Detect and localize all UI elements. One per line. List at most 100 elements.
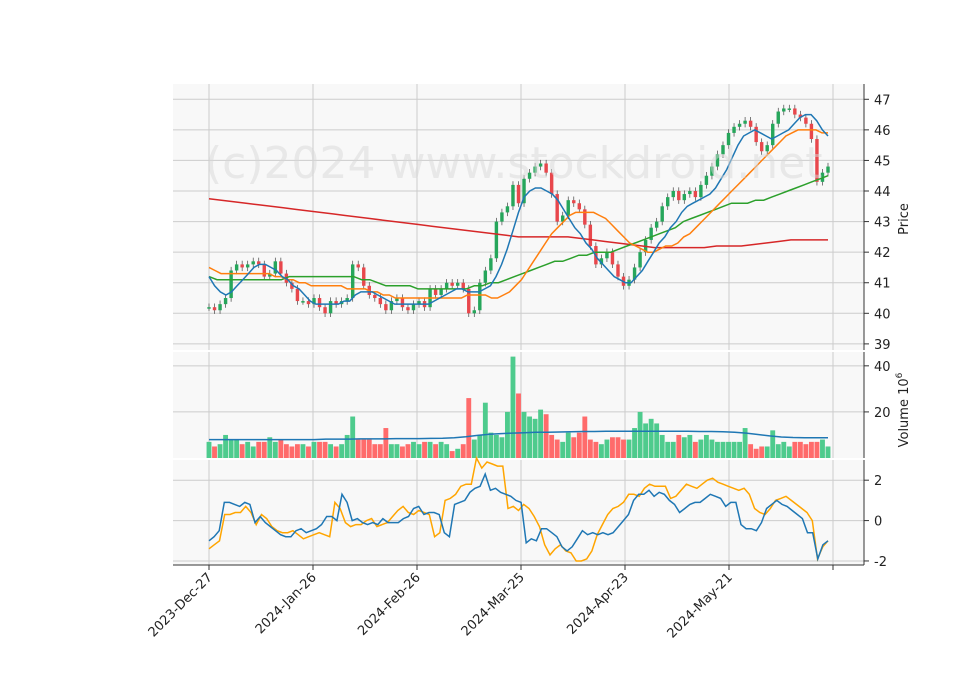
volume-bar-43 bbox=[444, 444, 450, 458]
volume-bar-57 bbox=[521, 411, 527, 458]
candle-body-83 bbox=[666, 197, 670, 207]
candle-body-105 bbox=[787, 108, 792, 110]
candle-body-71 bbox=[599, 258, 604, 265]
volume-bar-0 bbox=[206, 441, 212, 458]
volume-bar-24 bbox=[339, 444, 345, 458]
candle-body-22 bbox=[328, 301, 333, 314]
candle-body-45 bbox=[455, 282, 460, 286]
candle-body-21 bbox=[323, 307, 327, 314]
candle-body-65 bbox=[566, 200, 570, 216]
volume-bar-91 bbox=[709, 439, 715, 458]
ma-longest-line bbox=[208, 197, 828, 249]
volume-bar-82 bbox=[659, 434, 665, 458]
volume-bar-107 bbox=[797, 441, 803, 458]
candle-body-43 bbox=[444, 282, 449, 289]
volume-bar-15 bbox=[289, 446, 295, 458]
volume-bar-23 bbox=[333, 446, 339, 458]
oscillator-line-b bbox=[208, 455, 829, 562]
candle-body-86 bbox=[682, 194, 687, 201]
candle-body-112 bbox=[826, 166, 830, 173]
candle-body-41 bbox=[433, 288, 438, 295]
candle-body-48 bbox=[472, 310, 476, 314]
volume-bar-27 bbox=[355, 439, 361, 458]
candle-body-34 bbox=[395, 298, 399, 302]
volume-bar-33 bbox=[388, 444, 394, 458]
ma-short-line bbox=[208, 113, 829, 305]
candle-body-80 bbox=[649, 227, 653, 240]
candle-body-9 bbox=[257, 261, 261, 265]
x-tick-label-4: 2024-Apr-23 bbox=[564, 570, 631, 637]
volume-bar-100 bbox=[759, 446, 765, 458]
candle-body-32 bbox=[384, 304, 388, 311]
oscillator-ytick-label-1: 0 bbox=[874, 515, 882, 530]
volume-bar-105 bbox=[786, 446, 792, 458]
candle-body-8 bbox=[251, 261, 255, 265]
volume-bar-78 bbox=[637, 411, 643, 458]
candle-body-42 bbox=[439, 288, 443, 295]
candle-body-58 bbox=[527, 172, 532, 179]
volume-bar-95 bbox=[731, 441, 737, 458]
volume-bar-83 bbox=[665, 441, 671, 458]
volume-bar-72 bbox=[604, 439, 610, 458]
volume-axis-label: Volume 106 bbox=[895, 372, 912, 447]
volume-bar-104 bbox=[781, 441, 787, 458]
candle-body-94 bbox=[726, 132, 731, 146]
candle-body-67 bbox=[577, 203, 582, 210]
volume-bar-85 bbox=[676, 434, 682, 458]
volume-bar-61 bbox=[543, 414, 549, 458]
volume-axis-label-unit: 10 bbox=[897, 378, 912, 399]
volume-bar-28 bbox=[361, 439, 367, 458]
candle-body-84 bbox=[671, 191, 675, 198]
volume-bar-50 bbox=[482, 402, 488, 458]
volume-bar-10 bbox=[261, 441, 267, 458]
candle-body-52 bbox=[494, 221, 499, 259]
candle-body-92 bbox=[715, 154, 720, 167]
volume-bar-39 bbox=[422, 441, 427, 458]
volume-bar-40 bbox=[427, 441, 433, 458]
volume-bar-99 bbox=[753, 448, 759, 458]
candle-body-57 bbox=[522, 178, 526, 204]
volume-bar-17 bbox=[300, 444, 306, 458]
x-tick-label-2: 2024-Feb-26 bbox=[355, 570, 424, 639]
volume-bar-66 bbox=[571, 437, 577, 458]
volume-bar-53 bbox=[499, 437, 505, 458]
volume-bar-84 bbox=[670, 441, 676, 458]
candle-body-77 bbox=[632, 267, 637, 280]
volume-bar-87 bbox=[687, 434, 693, 458]
volume-bar-16 bbox=[294, 444, 300, 458]
candle-body-61 bbox=[544, 163, 548, 173]
volume-bar-90 bbox=[703, 434, 709, 458]
volume-bar-73 bbox=[610, 437, 615, 458]
watermark-text: (c)2024 www.stockdroid.net bbox=[205, 138, 822, 189]
candle-body-0 bbox=[207, 307, 211, 309]
volume-bar-49 bbox=[477, 434, 483, 458]
volume-bar-93 bbox=[720, 441, 726, 458]
candle-body-16 bbox=[295, 288, 300, 302]
volume-bar-44 bbox=[449, 451, 455, 458]
candle-body-54 bbox=[505, 206, 510, 213]
candle-body-47 bbox=[467, 288, 471, 314]
volume-bar-65 bbox=[565, 432, 571, 458]
volume-bar-48 bbox=[471, 439, 477, 458]
candle-body-109 bbox=[809, 123, 814, 140]
candle-body-82 bbox=[660, 206, 664, 222]
volume-bar-30 bbox=[372, 444, 378, 458]
candle-body-97 bbox=[743, 120, 747, 124]
volume-bar-98 bbox=[748, 444, 754, 458]
candle-body-13 bbox=[279, 261, 283, 274]
candle-body-95 bbox=[732, 126, 736, 133]
volume-bar-14 bbox=[283, 444, 289, 458]
volume-bar-20 bbox=[317, 441, 322, 458]
candle-body-23 bbox=[334, 301, 338, 305]
x-tick-label-1: 2024-Jan-26 bbox=[253, 570, 320, 637]
volume-bar-21 bbox=[322, 441, 328, 458]
candle-body-100 bbox=[759, 142, 764, 152]
volume-bar-19 bbox=[311, 441, 317, 458]
volume-bar-8 bbox=[250, 446, 256, 458]
oscillator-panel: -2 0 2 bbox=[173, 455, 887, 570]
candle-body-33 bbox=[389, 301, 394, 311]
volume-bar-3 bbox=[223, 434, 229, 458]
price-background bbox=[173, 84, 864, 350]
candle-body-44 bbox=[450, 282, 454, 286]
